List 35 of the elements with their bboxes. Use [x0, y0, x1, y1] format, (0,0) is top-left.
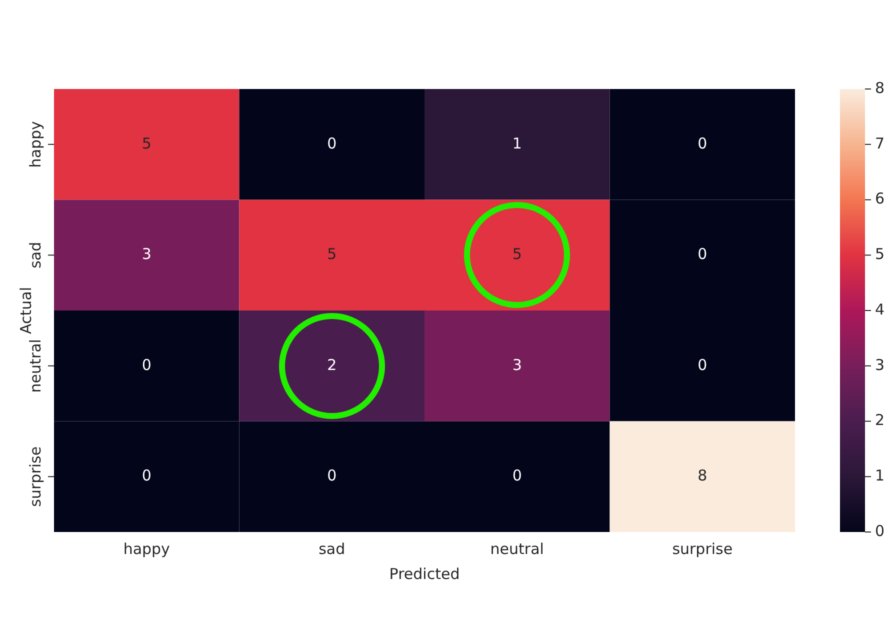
y-tick-label: neutral [26, 339, 44, 393]
color-bar-label: 1 [875, 466, 885, 485]
data-label: 0 [327, 466, 337, 485]
x-axis-title: Predicted [389, 564, 460, 583]
data-label: 0 [327, 134, 337, 152]
y-tick-label: surprise [26, 446, 44, 507]
color-bar-label: 3 [875, 356, 885, 374]
color-bar-label: 0 [875, 522, 885, 540]
data-label: 5 [327, 245, 337, 264]
y-tick-label: sad [26, 242, 44, 268]
data-label: 0 [698, 134, 708, 152]
y-tick-label: happy [26, 120, 44, 168]
data-label: 5 [512, 245, 522, 264]
data-label: 0 [512, 466, 522, 485]
data-label: 3 [512, 356, 522, 374]
data-label: 1 [512, 134, 522, 152]
y-axis-title: Actual [16, 287, 35, 334]
color-bar-label: 5 [875, 245, 885, 264]
data-label: 3 [142, 245, 152, 264]
data-label: 8 [698, 466, 708, 485]
color-bar-label: 4 [875, 300, 885, 318]
data-label: 0 [142, 466, 152, 485]
color-bar-label: 6 [875, 190, 885, 208]
data-label: 5 [142, 134, 152, 152]
data-label: 2 [327, 356, 337, 374]
color-bar-label: 8 [875, 78, 885, 97]
x-tick-label: surprise [672, 540, 733, 558]
x-tick-label: neutral [490, 540, 544, 558]
x-tick-label: sad [318, 540, 346, 558]
x-tick-label: happy [123, 540, 170, 558]
color-bar-label: 7 [875, 134, 885, 152]
data-label: 0 [142, 356, 152, 374]
data-label: 0 [698, 356, 708, 374]
data-label: 0 [698, 245, 708, 264]
color-bar-label: 2 [875, 411, 885, 430]
